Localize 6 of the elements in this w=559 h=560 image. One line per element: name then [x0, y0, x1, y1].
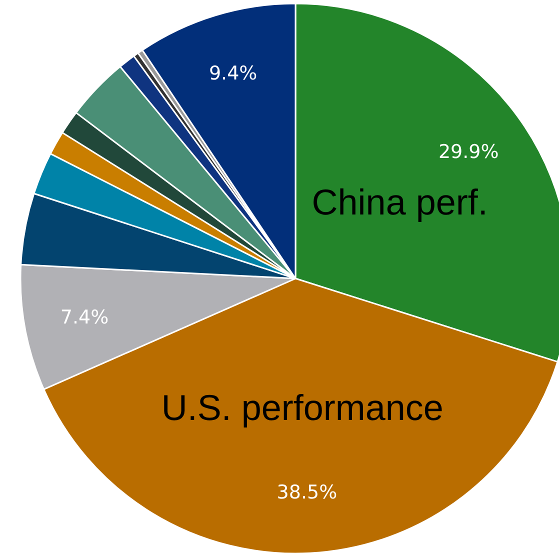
data-label: 38.5%	[276, 482, 338, 504]
slice-label: China perf.	[312, 182, 488, 223]
data-label: 7.4%	[60, 306, 109, 328]
data-label: 29.9%	[438, 140, 499, 163]
slice-label: U.S. performance	[161, 387, 444, 428]
data-label: 9.4%	[208, 62, 258, 84]
